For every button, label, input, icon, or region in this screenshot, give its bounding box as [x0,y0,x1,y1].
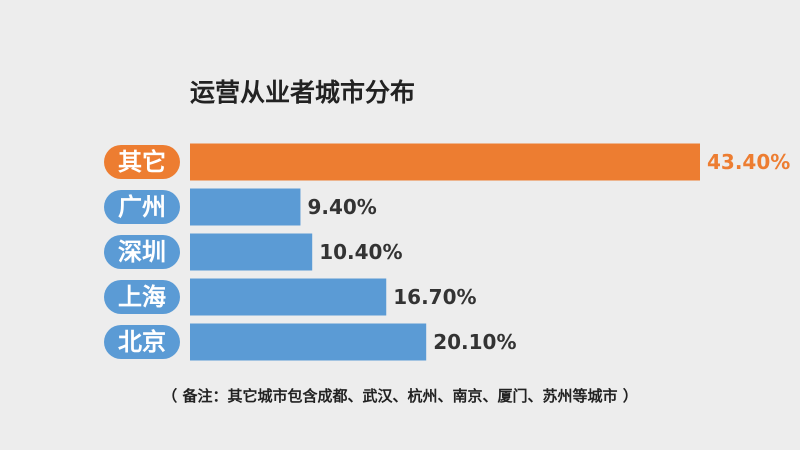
bar [190,188,301,226]
category-label: 其它 [118,148,166,176]
value-label: 20.10% [433,330,516,354]
category-label: 广州 [118,193,166,221]
category-pill [104,235,180,269]
category-label: 北京 [118,328,166,356]
bar [190,143,700,181]
category-pill [104,190,180,224]
category-label: 上海 [118,283,166,311]
value-label: 43.40% [707,150,790,174]
value-label: 10.40% [319,240,402,264]
chart-title: 运营从业者城市分布 [190,78,416,107]
chart-footnote: （ 备注：其它城市包含成都、武汉、杭州、南京、厦门、苏州等城市 ） [162,387,638,405]
bar [190,233,313,271]
bar [190,323,427,361]
category-pill [104,325,180,359]
category-pill [104,280,180,314]
category-label: 深圳 [118,238,166,266]
value-label: 9.40% [307,195,376,219]
category-pill [104,145,180,179]
value-label: 16.70% [393,285,476,309]
bar [190,278,387,316]
